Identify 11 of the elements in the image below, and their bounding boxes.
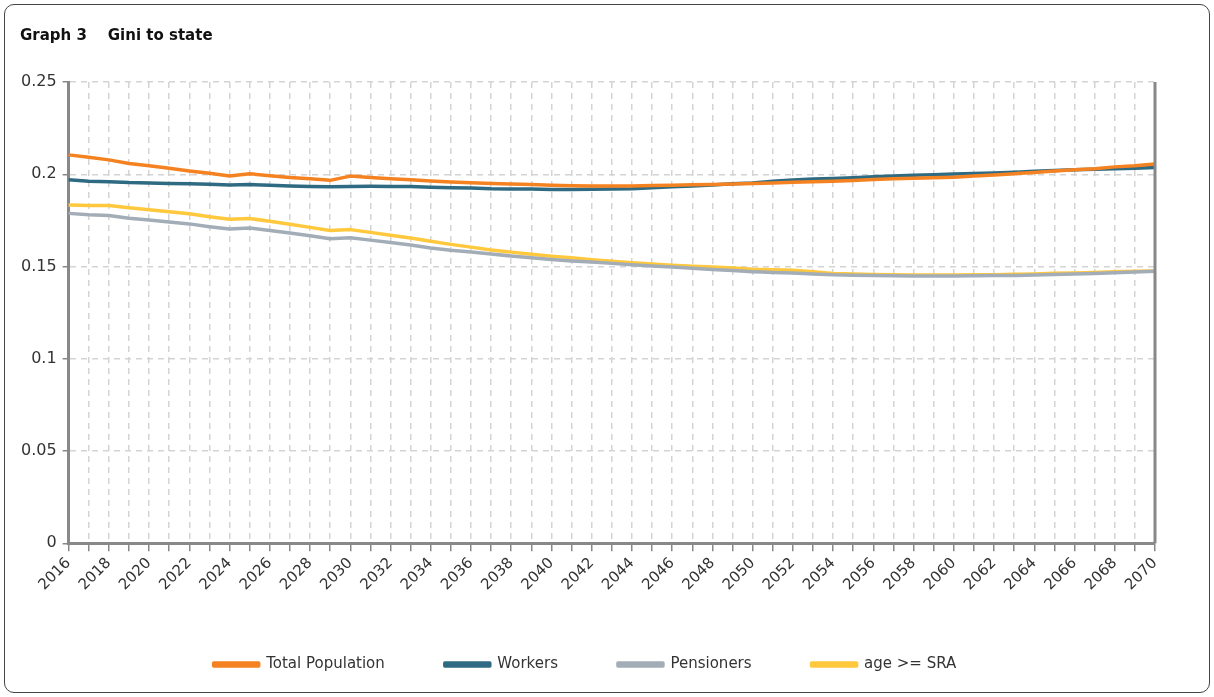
chart-title: Graph 3 Gini to state [20,26,213,44]
legend-label: Pensioners [670,654,752,673]
y-tick-label: 0.05 [21,440,57,460]
y-tick-label: 0.1 [31,347,57,367]
legend-label: Workers [497,654,559,673]
y-tick-label: 0.25 [21,71,57,91]
legend-label: Total Population [265,654,385,673]
y-tick-label: 0.2 [31,163,57,183]
legend-label: age >= SRA [864,654,958,673]
y-tick-label: 0.15 [21,255,57,275]
y-tick-label: 0 [46,532,57,552]
